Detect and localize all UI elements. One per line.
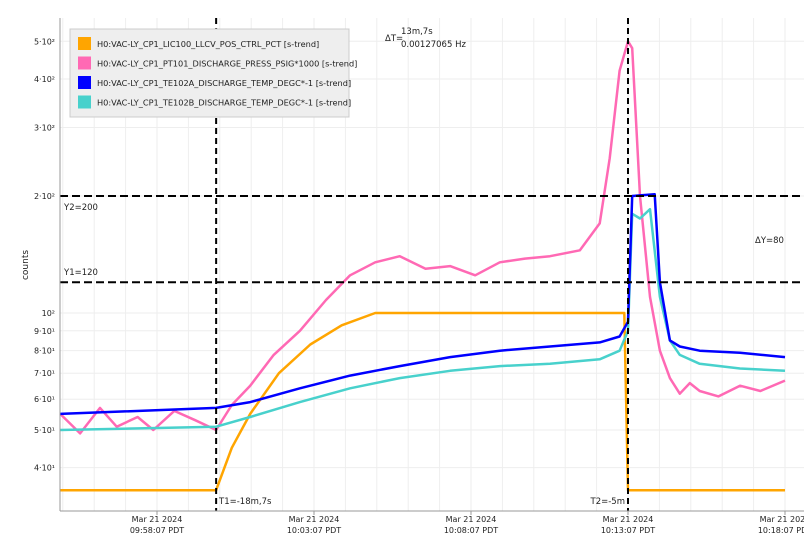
x-tick-time: 10:03:07 PDT — [287, 526, 341, 535]
y1-cursor-label: Y1=120 — [63, 268, 98, 278]
x-tick-date: Mar 21 2024 — [289, 515, 340, 524]
legend-label: H0:VAC-LY_CP1_LIC100_LLCV_POS_CTRL_PCT [… — [97, 39, 319, 49]
legend-swatch — [78, 37, 91, 50]
legend-label: H0:VAC-LY_CP1_PT101_DISCHARGE_PRESS_PSIG… — [97, 59, 357, 69]
y-tick-label: 5·10¹ — [34, 426, 55, 435]
y-tick-label: 8·10¹ — [34, 347, 55, 356]
y-tick-label: 7·10¹ — [34, 369, 55, 378]
legend-swatch — [78, 95, 91, 109]
y2-cursor-label: Y2=200 — [63, 203, 98, 213]
series-discharge-press — [59, 40, 786, 435]
legend-label: H0:VAC-LY_CP1_TE102B_DISCHARGE_TEMP_DEGC… — [97, 98, 351, 108]
delta-y-label: ΔY=80 — [755, 236, 784, 246]
legend-label: H0:VAC-LY_CP1_TE102A_DISCHARGE_TEMP_DEGC… — [97, 78, 351, 88]
x-tick-time: 10:08:07 PDT — [444, 526, 498, 535]
x-tick-labels: Mar 21 2024 09:58:07 PDT Mar 21 2024 10:03:… — [130, 511, 804, 535]
y-tick-label: 3·10² — [34, 124, 55, 133]
legend: H0:VAC-LY_CP1_LIC100_LLCV_POS_CTRL_PCT [… — [69, 28, 357, 118]
t2-cursor-label: T2=-5m — [590, 497, 625, 507]
x-tick-time: 10:18:07 PDT — [758, 526, 804, 535]
series-lines — [59, 40, 786, 492]
x-tick-time: 09:58:07 PDT — [130, 526, 184, 535]
y-axis-label: counts — [21, 250, 31, 280]
series-temp-te102a — [60, 193, 786, 416]
x-tick-date: Mar 21 2024 — [446, 515, 497, 524]
y-tick-label: 10² — [42, 309, 55, 318]
legend-swatch — [78, 76, 91, 89]
y-tick-labels: 4·10¹ 5·10¹ 6·10¹ 7·10¹ 8·10¹ 9·10¹ 10² 2·10² 3·… — [34, 37, 55, 472]
delta-t-value: 13m,7s — [401, 27, 433, 37]
x-tick-date: Mar 21 2024 — [603, 515, 654, 524]
y-tick-label: 4·10² — [34, 75, 55, 84]
x-tick-time: 10:13:07 PDT — [601, 526, 655, 535]
x-tick-date: Mar 21 2024 — [132, 515, 183, 524]
legend-swatch — [78, 56, 91, 70]
y-tick-label: 6·10¹ — [34, 395, 55, 404]
y-tick-label: 5·10² — [34, 37, 55, 46]
x-tick-date: Mar 21 2024 — [760, 515, 804, 524]
y-tick-label: 2·10² — [34, 192, 55, 201]
t1-cursor-label: T1=-18m,7s — [218, 497, 272, 507]
frequency-value: 0.00127065 Hz — [401, 40, 466, 50]
series-temp-te102b — [60, 207, 786, 432]
y-tick-label: 9·10¹ — [34, 327, 55, 336]
y-tick-label: 4·10¹ — [34, 464, 55, 473]
delta-t-label: ΔT= — [385, 34, 403, 44]
series-llcv-pos — [60, 311, 785, 492]
